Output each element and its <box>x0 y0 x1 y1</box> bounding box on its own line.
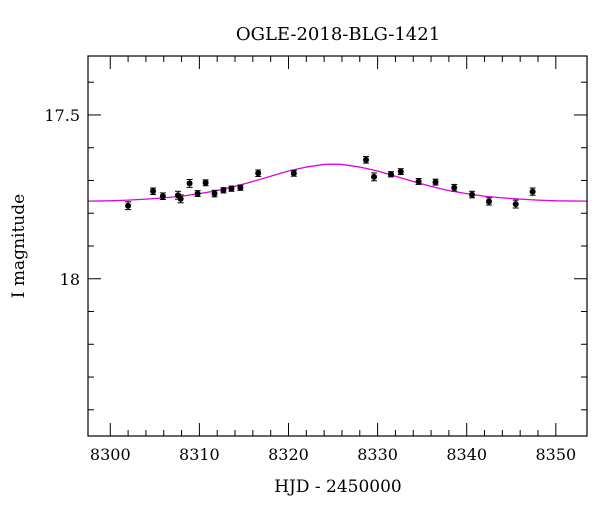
point-marker <box>451 184 458 191</box>
point-marker <box>211 190 218 197</box>
y-tick-label: 17.5 <box>44 106 80 125</box>
data-point <box>194 190 201 198</box>
x-tick-label: 8350 <box>535 445 576 464</box>
x-axis-label: HJD - 2450000 <box>274 477 402 497</box>
point-marker <box>202 179 209 186</box>
point-marker <box>415 178 422 185</box>
point-marker <box>371 173 378 180</box>
tick-labels: 8300 8310 8320 8330 8340 8350 17.5 18 <box>44 106 576 464</box>
point-marker <box>194 190 201 197</box>
data-point <box>125 201 132 211</box>
x-tick-label: 8340 <box>446 445 487 464</box>
point-marker <box>485 198 492 205</box>
point-marker <box>177 195 184 202</box>
data-point <box>290 169 297 177</box>
x-tick-label: 8300 <box>90 445 131 464</box>
data-point <box>397 168 404 176</box>
plot-frame <box>87 55 588 437</box>
point-marker <box>228 185 235 192</box>
x-tick-label: 8320 <box>268 445 309 464</box>
point-marker <box>237 184 244 191</box>
data-point <box>387 171 394 178</box>
plot-content <box>88 156 587 211</box>
point-marker <box>220 187 227 194</box>
data-point <box>451 183 458 192</box>
point-marker <box>363 156 370 163</box>
chart-title: OGLE-2018-BLG-1421 <box>236 24 440 45</box>
data-point <box>237 184 244 191</box>
data-point <box>150 187 157 196</box>
data-point <box>211 189 218 198</box>
data-point <box>255 169 262 178</box>
data-point <box>432 178 439 186</box>
point-marker <box>186 180 193 187</box>
point-marker <box>512 201 519 208</box>
point-marker <box>469 191 476 198</box>
x-tick-label: 8310 <box>179 445 220 464</box>
point-marker <box>125 202 132 209</box>
point-marker <box>290 170 297 177</box>
data-points <box>125 156 536 211</box>
data-point <box>485 197 492 206</box>
point-marker <box>150 188 157 195</box>
point-marker <box>159 193 166 200</box>
point-marker <box>529 188 536 195</box>
data-point <box>469 190 476 199</box>
data-point <box>415 178 422 185</box>
data-point <box>202 179 209 187</box>
data-point <box>512 199 519 209</box>
point-marker <box>432 179 439 186</box>
point-marker <box>387 171 394 178</box>
data-point <box>177 194 184 204</box>
data-point <box>228 185 235 192</box>
data-point <box>371 172 378 182</box>
point-marker <box>255 170 262 177</box>
y-tick-label: 18 <box>60 270 80 289</box>
data-point <box>363 156 370 164</box>
data-point <box>186 179 193 188</box>
data-point <box>220 187 227 194</box>
data-point <box>529 187 536 196</box>
y-axis-label: I magnitude <box>9 194 29 298</box>
point-marker <box>397 168 404 175</box>
x-tick-label: 8330 <box>357 445 398 464</box>
data-point <box>159 192 166 200</box>
axis-ticks <box>88 56 587 436</box>
